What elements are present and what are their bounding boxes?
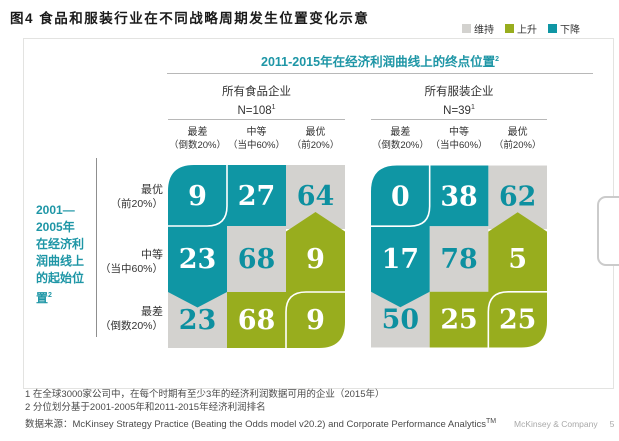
col-header-mid: 中等 （当中60%）	[227, 127, 285, 151]
value-apparel-r3c3: 25	[499, 305, 536, 336]
group-food-n: N=1081	[237, 104, 276, 117]
matrix-food: 9 27 64 23 68 9 23 68 9	[168, 165, 345, 348]
row-label-mid: 中等 （当中60%）	[99, 249, 163, 275]
row-label-worst: 最差 （倒数20%）	[99, 306, 163, 332]
group-header-apparel: 所有服装企业 N=391	[371, 84, 547, 119]
col-headers-food: 最差 （倒数20%） 中等 （当中60%） 最优 （前20%）	[168, 126, 345, 152]
brand-label: McKinsey & Company	[514, 419, 598, 429]
separator-food-top	[168, 165, 228, 227]
value-apparel-r3c2: 25	[440, 305, 477, 336]
value-food-r2c2: 68	[238, 244, 276, 275]
block-apparel-up	[429, 212, 547, 348]
group-apparel-label: 所有服装企业	[424, 86, 494, 98]
row-axis-rule	[96, 158, 97, 337]
cell-food-r2c2	[227, 226, 286, 292]
col-headers-apparel: 最差 （倒数20%） 中等 （当中60%） 最优 （前20%）	[371, 126, 547, 152]
value-apparel-r1c1: 0	[391, 181, 410, 212]
endpoint-heading-sup: 2	[495, 55, 499, 63]
right-edge-widget	[597, 196, 619, 266]
value-apparel-r3c1: 50	[382, 305, 419, 336]
col-header-worst: 最差 （倒数20%）	[371, 127, 429, 151]
value-apparel-r2c1: 17	[382, 244, 419, 275]
group-apparel-underline	[371, 119, 547, 120]
value-food-r2c1: 23	[179, 244, 217, 275]
legend-label-down: 下降	[560, 25, 580, 36]
page-title: 图4 食品和服装行业在不同战略周期发生位置变化示意	[10, 11, 370, 26]
source-line: 数据来源：McKinsey Strategy Practice (Beating…	[25, 417, 497, 430]
block-food-down	[168, 165, 286, 308]
footnote-2: 2 分位划分基于2001-2005年和2011-2015年经济利润排名	[25, 401, 266, 413]
group-apparel-n: N=391	[443, 104, 475, 117]
value-food-r3c3: 9	[306, 305, 325, 336]
matrix-apparel: 0 38 62 17 78 5 50 25 25	[371, 165, 547, 348]
block-food-up	[227, 212, 345, 348]
footnote-1: 1 在全球3000家公司中，在每个时期有至少3年的经济利润数据可用的企业（201…	[25, 389, 385, 400]
legend-label-up: 上升	[517, 25, 537, 36]
group-food-underline	[168, 119, 345, 120]
block-apparel-down	[371, 165, 489, 308]
value-food-r1c2: 27	[238, 181, 276, 212]
value-apparel-r2c3: 5	[508, 244, 527, 275]
col-header-worst: 最差 （倒数20%）	[168, 127, 226, 151]
group-header-food: 所有食品企业 N=1081	[168, 84, 345, 119]
value-food-r3c2: 68	[238, 305, 276, 336]
value-food-r2c3: 9	[306, 244, 325, 275]
value-apparel-r2c2: 78	[440, 244, 477, 275]
col-header-best: 最优 （前20%）	[493, 127, 542, 151]
footnotes: 1 在全球3000家公司中，在每个时期有至少3年的经济利润数据可用的企业（201…	[25, 389, 384, 414]
endpoint-heading-text: 2011-2015年在经济利润曲线上的终点位置	[261, 55, 496, 69]
value-apparel-r1c3: 62	[499, 181, 536, 212]
keep-swatch-icon	[462, 24, 471, 33]
separator-apparel-top	[371, 165, 431, 227]
down-swatch-icon	[548, 24, 557, 33]
col-header-mid: 中等 （当中60%）	[430, 127, 488, 151]
up-swatch-icon	[505, 24, 514, 33]
legend-label-keep: 维持	[474, 25, 494, 36]
group-food-label: 所有食品企业	[222, 86, 291, 98]
cell-apparel-r2c2	[429, 226, 489, 292]
page-footer: McKinsey & Company 5	[514, 419, 614, 429]
legend-item-down: 下降	[548, 21, 580, 36]
value-apparel-r1c2: 38	[440, 181, 477, 212]
col-header-best: 最优 （前20%）	[291, 127, 340, 151]
separator-food-bottom	[285, 291, 345, 348]
legend-item-keep: 维持	[462, 21, 494, 36]
value-food-r1c1: 9	[188, 181, 207, 212]
start-position-heading: 2001— 2005年 在经济利 润曲线上 的起始位 置2	[36, 203, 85, 305]
heading-underline	[167, 73, 593, 74]
separator-apparel-bottom	[487, 291, 547, 348]
value-food-r3c1: 23	[179, 305, 217, 336]
page-number: 5	[609, 419, 615, 429]
endpoint-heading: 2011-2015年在经济利润曲线上的终点位置2	[167, 51, 593, 70]
row-label-best: 最优 （前20%）	[110, 184, 163, 210]
value-food-r1c3: 64	[297, 181, 335, 212]
legend-item-up: 上升	[505, 21, 537, 36]
legend: 维持 上升 下降	[462, 21, 580, 36]
